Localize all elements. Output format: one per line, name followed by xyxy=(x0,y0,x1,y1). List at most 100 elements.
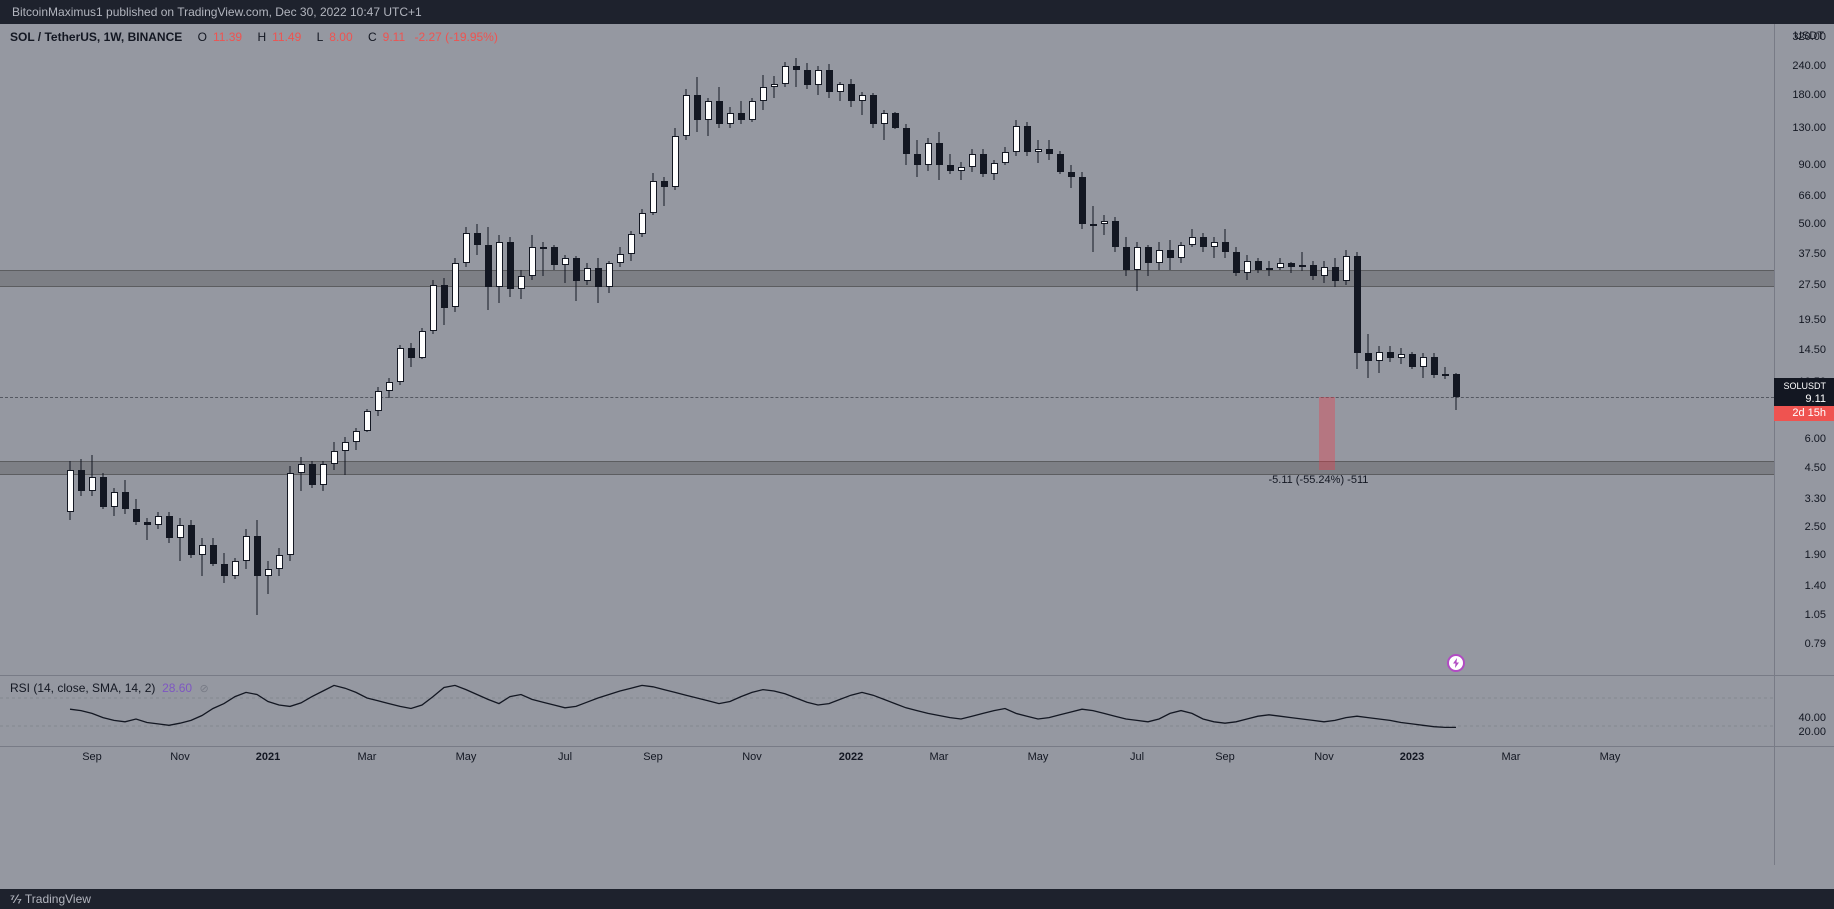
candle xyxy=(518,270,525,299)
candle xyxy=(441,278,448,325)
candle xyxy=(111,488,118,516)
candle xyxy=(496,235,503,303)
candle xyxy=(309,461,316,487)
price-tick: 66.00 xyxy=(1798,190,1826,202)
symbol-legend: SOL / TetherUS, 1W, BINANCE O11.39 H11.4… xyxy=(10,30,498,44)
candle xyxy=(144,518,151,541)
price-tick: 320.00 xyxy=(1792,31,1826,43)
candle xyxy=(1178,242,1185,263)
short-position-box[interactable] xyxy=(1319,397,1335,471)
candle xyxy=(430,280,437,334)
candle xyxy=(1013,120,1020,156)
candle xyxy=(540,242,547,276)
lightning-icon[interactable] xyxy=(1447,654,1465,672)
candle xyxy=(331,442,338,470)
price-tick: 1.40 xyxy=(1805,580,1826,592)
candle xyxy=(1079,172,1086,229)
candle xyxy=(1376,346,1383,373)
time-axis[interactable]: SepNov2021MarMayJulSepNov2022MarMayJulSe… xyxy=(0,747,1834,771)
candle xyxy=(1277,258,1284,270)
time-tick: 2023 xyxy=(1400,751,1424,763)
candle xyxy=(287,466,294,561)
price-tick: 1.90 xyxy=(1805,549,1826,561)
candle xyxy=(705,98,712,136)
rsi-tick: 20.00 xyxy=(1798,726,1826,738)
rsi-legend: RSI (14, close, SMA, 14, 2) 28.60 ⊘ xyxy=(10,681,209,695)
candle xyxy=(1134,242,1141,290)
candle xyxy=(947,154,954,174)
time-tick: Nov xyxy=(170,751,190,763)
candle xyxy=(815,66,822,95)
candle xyxy=(397,345,404,385)
candle xyxy=(1145,245,1152,277)
price-tick: 6.00 xyxy=(1805,433,1826,445)
time-tick: Sep xyxy=(82,751,102,763)
candle xyxy=(859,92,866,115)
time-tick: Sep xyxy=(1215,751,1235,763)
candle xyxy=(958,162,965,180)
price-tick: 50.00 xyxy=(1798,218,1826,230)
candle xyxy=(1123,237,1130,276)
candle xyxy=(1211,237,1218,257)
candle xyxy=(210,538,217,566)
candle xyxy=(1112,217,1119,253)
time-tick: Mar xyxy=(1502,751,1521,763)
main-chart-pane[interactable]: SOL / TetherUS, 1W, BINANCE O11.39 H11.4… xyxy=(0,24,1834,676)
time-tick: May xyxy=(1028,751,1049,763)
rsi-tick: 40.00 xyxy=(1798,712,1826,724)
candle xyxy=(155,512,162,529)
candle xyxy=(694,77,701,132)
time-tick: Nov xyxy=(742,751,762,763)
candle xyxy=(1354,252,1361,369)
candle xyxy=(342,437,349,475)
candle xyxy=(1090,206,1097,252)
price-tick: 2.50 xyxy=(1805,521,1826,533)
candle xyxy=(1343,250,1350,285)
candle xyxy=(716,87,723,128)
price-tick: 130.00 xyxy=(1792,122,1826,134)
candle xyxy=(1002,147,1009,165)
candle xyxy=(782,62,789,87)
candle xyxy=(166,512,173,542)
candle xyxy=(606,261,613,293)
candle xyxy=(265,561,272,594)
price-tick: 14.50 xyxy=(1798,344,1826,356)
candle xyxy=(683,89,690,140)
candle xyxy=(1266,261,1273,277)
candle xyxy=(1024,122,1031,157)
candle xyxy=(1299,252,1306,271)
price-tick: 1.05 xyxy=(1805,609,1826,621)
candle xyxy=(1035,140,1042,163)
candle xyxy=(243,529,250,569)
time-tick: Nov xyxy=(1314,751,1334,763)
support-resistance-zone xyxy=(0,461,1774,475)
candle xyxy=(1068,165,1075,188)
candle xyxy=(1222,229,1229,258)
rsi-pane[interactable]: RSI (14, close, SMA, 14, 2) 28.60 ⊘ xyxy=(0,677,1834,747)
candle xyxy=(925,138,932,171)
time-tick: Sep xyxy=(643,751,663,763)
candle xyxy=(463,227,470,267)
candle xyxy=(914,140,921,177)
candle xyxy=(562,255,569,283)
candle xyxy=(639,209,646,237)
candle xyxy=(1420,353,1427,377)
price-tick: 19.50 xyxy=(1798,314,1826,326)
candle xyxy=(980,149,987,177)
candle xyxy=(1442,367,1449,379)
time-tick: May xyxy=(1600,751,1621,763)
price-tick: 37.50 xyxy=(1798,248,1826,260)
candle xyxy=(1046,140,1053,159)
candle xyxy=(298,457,305,490)
tradingview-brand: ⁷⁄₇ TradingView xyxy=(0,889,1834,909)
candle xyxy=(122,480,129,514)
candle xyxy=(1233,247,1240,276)
candle xyxy=(386,378,393,398)
time-tick: May xyxy=(456,751,477,763)
candle xyxy=(991,160,998,180)
price-axis[interactable]: USDT320.00240.00180.00130.0090.0066.0050… xyxy=(1774,24,1834,865)
time-tick: 2021 xyxy=(256,751,280,763)
candle xyxy=(804,63,811,90)
candle xyxy=(232,558,239,579)
candle xyxy=(584,263,591,284)
